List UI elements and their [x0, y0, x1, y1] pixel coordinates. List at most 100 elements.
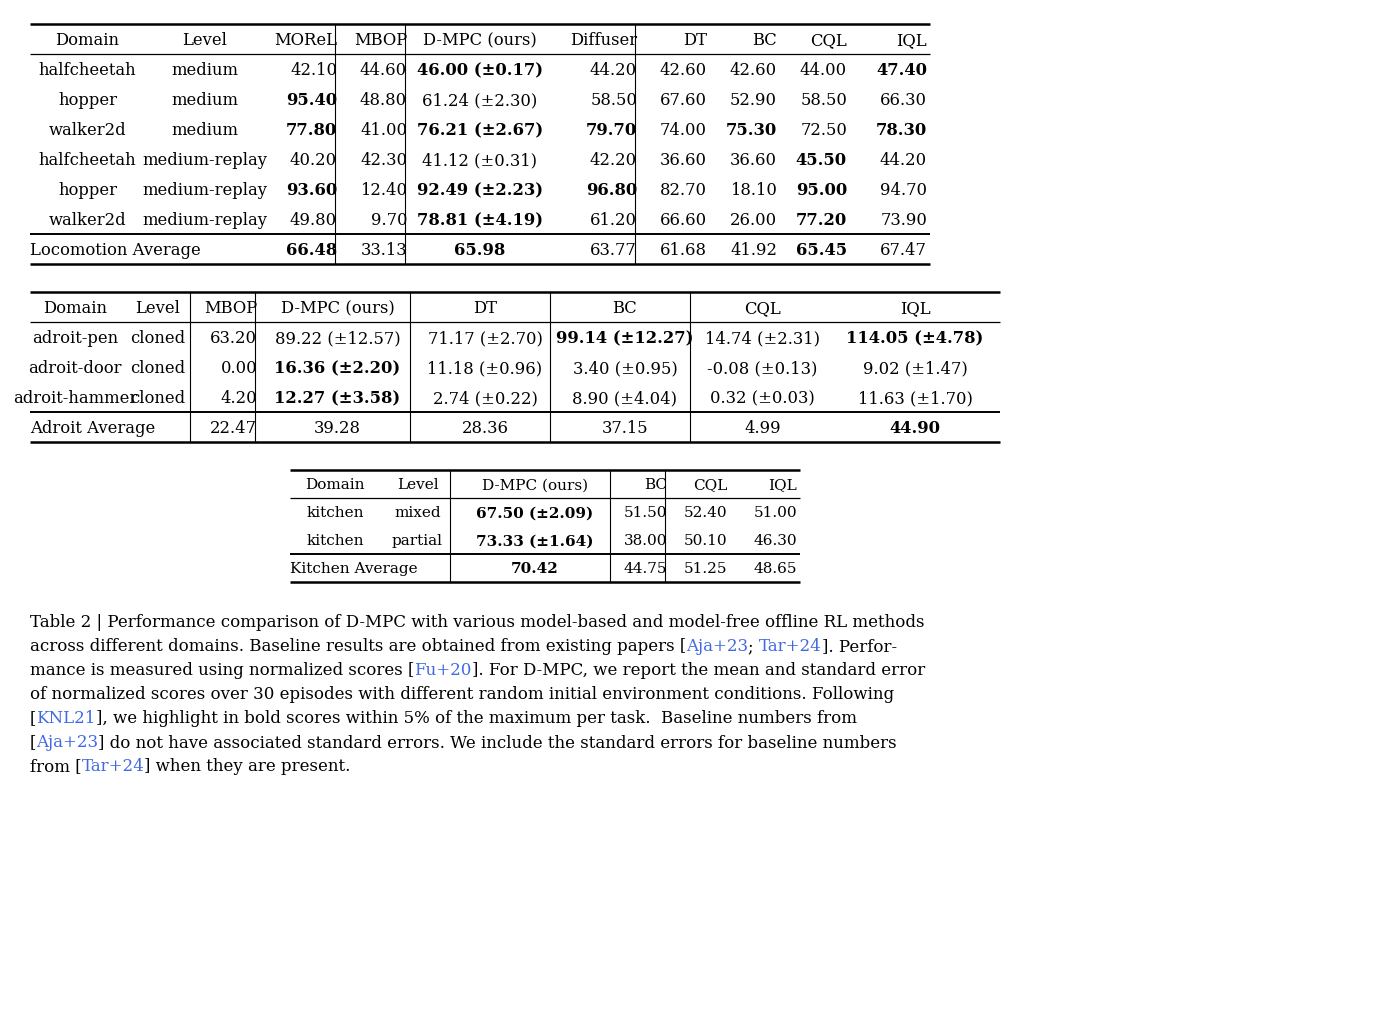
Text: partial: partial [392, 534, 443, 549]
Text: 36.60: 36.60 [730, 152, 777, 169]
Text: 75.30: 75.30 [726, 122, 777, 139]
Text: Level: Level [135, 300, 179, 317]
Text: 3.40 (±0.95): 3.40 (±0.95) [573, 360, 678, 377]
Text: medium: medium [171, 62, 239, 79]
Text: walker2d: walker2d [48, 122, 127, 139]
Text: 41.00: 41.00 [360, 122, 407, 139]
Text: 67.50 (±2.09): 67.50 (±2.09) [476, 506, 593, 520]
Text: 33.13: 33.13 [360, 242, 407, 259]
Text: Locomotion Average: Locomotion Average [30, 242, 200, 259]
Text: 46.30: 46.30 [753, 534, 798, 549]
Text: 0.00: 0.00 [221, 360, 257, 377]
Text: medium-replay: medium-replay [142, 212, 268, 229]
Text: [: [ [30, 710, 36, 727]
Text: CQL: CQL [693, 479, 727, 493]
Text: mixed: mixed [395, 506, 440, 520]
Text: 66.60: 66.60 [660, 212, 707, 229]
Text: kitchen: kitchen [306, 506, 364, 520]
Text: Tar+24: Tar+24 [759, 638, 822, 655]
Text: 16.36 (±2.20): 16.36 (±2.20) [275, 360, 400, 377]
Text: 26.00: 26.00 [730, 212, 777, 229]
Text: Kitchen Average: Kitchen Average [290, 563, 418, 576]
Text: ], we highlight in bold scores within 5% of the maximum per task.  Baseline numb: ], we highlight in bold scores within 5%… [95, 710, 857, 727]
Text: 22.47: 22.47 [210, 420, 257, 437]
Text: 8.90 (±4.04): 8.90 (±4.04) [573, 390, 678, 407]
Text: 58.50: 58.50 [591, 92, 638, 108]
Text: adroit-pen: adroit-pen [32, 330, 119, 347]
Text: 4.20: 4.20 [221, 390, 257, 407]
Text: 99.14 (±12.27): 99.14 (±12.27) [556, 330, 694, 347]
Text: Tar+24: Tar+24 [81, 758, 145, 775]
Text: 78.30: 78.30 [876, 122, 927, 139]
Text: IQL: IQL [769, 479, 798, 493]
Text: 61.24 (±2.30): 61.24 (±2.30) [422, 92, 538, 108]
Text: 78.81 (±4.19): 78.81 (±4.19) [417, 212, 542, 229]
Text: Level: Level [396, 479, 439, 493]
Text: 12.27 (±3.58): 12.27 (±3.58) [275, 390, 400, 407]
Text: 11.63 (±1.70): 11.63 (±1.70) [857, 390, 973, 407]
Text: Aja+23: Aja+23 [36, 734, 98, 751]
Text: Aja+23: Aja+23 [686, 638, 748, 655]
Text: 67.60: 67.60 [660, 92, 707, 108]
Text: 77.80: 77.80 [286, 122, 337, 139]
Text: ]. For D-MPC, we report the mean and standard error: ]. For D-MPC, we report the mean and sta… [472, 662, 925, 679]
Text: 66.30: 66.30 [880, 92, 927, 108]
Text: Table 2 | Performance comparison of D-MPC with various model-based and model-fre: Table 2 | Performance comparison of D-MP… [30, 614, 925, 631]
Text: MBOP: MBOP [204, 300, 257, 317]
Text: 2.74 (±0.22): 2.74 (±0.22) [432, 390, 537, 407]
Text: 92.49 (±2.23): 92.49 (±2.23) [417, 182, 542, 199]
Text: halfcheetah: halfcheetah [39, 62, 137, 79]
Text: 0.32 (±0.03): 0.32 (±0.03) [711, 390, 814, 407]
Text: 45.50: 45.50 [796, 152, 847, 169]
Text: 79.70: 79.70 [585, 122, 638, 139]
Text: 72.50: 72.50 [800, 122, 847, 139]
Text: CQL: CQL [810, 32, 847, 49]
Text: MBOP: MBOP [353, 32, 407, 49]
Text: 61.68: 61.68 [660, 242, 707, 259]
Text: 66.48: 66.48 [286, 242, 337, 259]
Text: 44.90: 44.90 [890, 420, 941, 437]
Text: kitchen: kitchen [306, 534, 364, 549]
Text: 18.10: 18.10 [730, 182, 777, 199]
Text: adroit-door: adroit-door [28, 360, 121, 377]
Text: Domain: Domain [55, 32, 120, 49]
Text: 52.40: 52.40 [683, 506, 727, 520]
Text: IQL: IQL [900, 300, 930, 317]
Text: 42.10: 42.10 [290, 62, 337, 79]
Text: D-MPC (ours): D-MPC (ours) [280, 300, 395, 317]
Text: Diffuser: Diffuser [570, 32, 638, 49]
Text: 58.50: 58.50 [800, 92, 847, 108]
Text: 44.20: 44.20 [880, 152, 927, 169]
Text: ;: ; [748, 638, 759, 655]
Text: 74.00: 74.00 [660, 122, 707, 139]
Text: 76.21 (±2.67): 76.21 (±2.67) [417, 122, 544, 139]
Text: medium-replay: medium-replay [142, 182, 268, 199]
Text: BC: BC [644, 479, 667, 493]
Text: 44.00: 44.00 [800, 62, 847, 79]
Text: 49.80: 49.80 [290, 212, 337, 229]
Text: of normalized scores over 30 episodes with different random initial environment : of normalized scores over 30 episodes wi… [30, 686, 894, 703]
Text: ]. Perfor-: ]. Perfor- [822, 638, 897, 655]
Text: 77.20: 77.20 [796, 212, 847, 229]
Text: 114.05 (±4.78): 114.05 (±4.78) [846, 330, 984, 347]
Text: 65.98: 65.98 [454, 242, 505, 259]
Text: hopper: hopper [58, 182, 117, 199]
Text: 95.00: 95.00 [796, 182, 847, 199]
Text: 42.60: 42.60 [660, 62, 707, 79]
Text: 42.20: 42.20 [589, 152, 638, 169]
Text: mance is measured using normalized scores [: mance is measured using normalized score… [30, 662, 414, 679]
Text: Level: Level [182, 32, 228, 49]
Text: 70.42: 70.42 [511, 563, 559, 576]
Text: 42.60: 42.60 [730, 62, 777, 79]
Text: 51.50: 51.50 [624, 506, 667, 520]
Text: halfcheetah: halfcheetah [39, 152, 137, 169]
Text: 38.00: 38.00 [624, 534, 667, 549]
Text: 67.47: 67.47 [880, 242, 927, 259]
Text: 94.70: 94.70 [880, 182, 927, 199]
Text: medium: medium [171, 122, 239, 139]
Text: 4.99: 4.99 [744, 420, 781, 437]
Text: 9.02 (±1.47): 9.02 (±1.47) [862, 360, 967, 377]
Text: 39.28: 39.28 [315, 420, 362, 437]
Text: 73.33 (±1.64): 73.33 (±1.64) [476, 534, 593, 549]
Text: 44.60: 44.60 [360, 62, 407, 79]
